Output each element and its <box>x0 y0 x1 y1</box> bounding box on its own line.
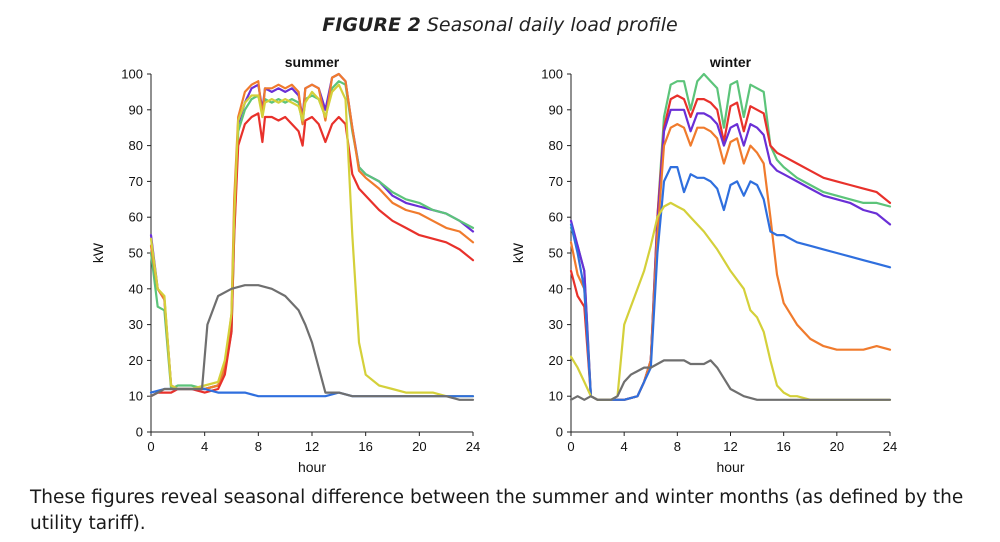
series-line-gray <box>149 284 475 401</box>
y-tick-label: 80 <box>549 138 563 153</box>
x-tick-label: 0 <box>147 439 154 454</box>
x-tick-label: 24 <box>466 439 480 454</box>
y-axis-label: kW <box>510 242 526 263</box>
y-tick-label: 60 <box>549 210 563 225</box>
x-axis-label: hour <box>298 459 326 475</box>
y-tick-label: 90 <box>549 102 563 117</box>
x-tick-label: 4 <box>621 439 628 454</box>
y-tick-label: 30 <box>549 317 563 332</box>
y-tick-label: 70 <box>549 174 563 189</box>
y-tick-label: 80 <box>129 138 143 153</box>
series-line-orange <box>149 72 475 391</box>
y-tick-label: 20 <box>549 353 563 368</box>
figure-caption: These figures reveal seasonal difference… <box>30 487 964 534</box>
y-tick-label: 50 <box>129 246 143 261</box>
series-line-orange <box>569 122 892 401</box>
y-tick-label: 40 <box>549 281 563 296</box>
series-line-yellow <box>569 201 892 401</box>
series-line-red <box>149 112 475 398</box>
x-tick-label: 12 <box>305 439 319 454</box>
x-tick-label: 4 <box>201 439 208 454</box>
series-line-green <box>569 72 892 401</box>
y-tick-label: 100 <box>541 67 563 82</box>
y-axis-label: kW <box>90 242 106 263</box>
y-tick-label: 0 <box>556 425 563 440</box>
x-tick-label: 16 <box>358 439 372 454</box>
x-tick-label: 24 <box>883 439 897 454</box>
figure-number: FIGURE 2 <box>322 14 421 36</box>
y-tick-label: 0 <box>136 425 143 440</box>
series-line-yellow <box>149 83 475 398</box>
x-axis-label: hour <box>716 459 744 475</box>
x-tick-label: 16 <box>776 439 790 454</box>
series-line-blue <box>569 166 892 401</box>
x-tick-label: 8 <box>674 439 681 454</box>
y-tick-label: 10 <box>549 389 563 404</box>
y-tick-label: 50 <box>549 246 563 261</box>
y-tick-label: 30 <box>129 317 143 332</box>
x-tick-label: 12 <box>723 439 737 454</box>
panel-title: winter <box>709 54 752 70</box>
x-tick-label: 20 <box>412 439 426 454</box>
y-tick-label: 100 <box>121 67 143 82</box>
y-tick-label: 20 <box>129 353 143 368</box>
y-tick-label: 40 <box>129 281 143 296</box>
x-tick-label: 20 <box>830 439 844 454</box>
panel-title: summer <box>285 54 340 70</box>
y-tick-label: 10 <box>129 389 143 404</box>
series-line-gray <box>569 359 892 401</box>
figure-title: FIGURE 2 Seasonal daily load profile <box>0 14 1000 36</box>
y-tick-label: 90 <box>129 102 143 117</box>
y-tick-label: 70 <box>129 174 143 189</box>
figure-title-text: Seasonal daily load profile <box>426 14 678 36</box>
x-tick-label: 8 <box>255 439 262 454</box>
y-tick-label: 60 <box>129 210 143 225</box>
x-tick-label: 0 <box>567 439 574 454</box>
